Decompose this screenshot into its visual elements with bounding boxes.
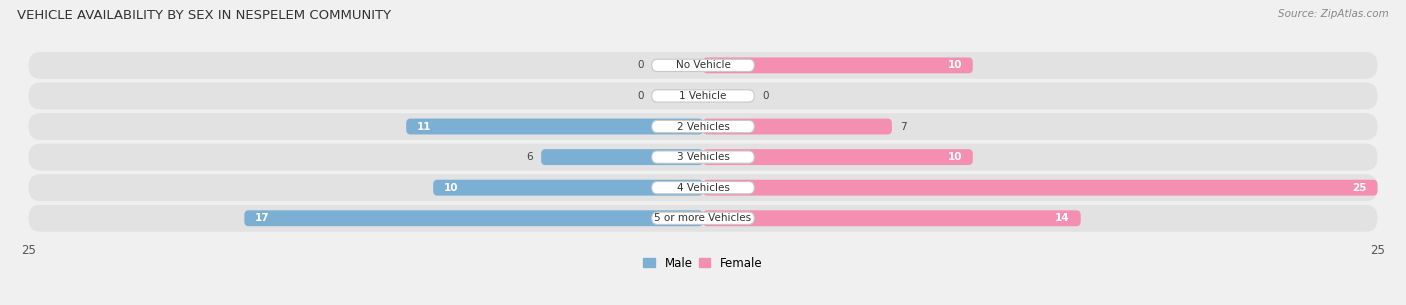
- Text: 25: 25: [1353, 183, 1367, 193]
- Text: 10: 10: [444, 183, 458, 193]
- Text: Source: ZipAtlas.com: Source: ZipAtlas.com: [1278, 9, 1389, 19]
- FancyBboxPatch shape: [703, 180, 1378, 196]
- FancyBboxPatch shape: [703, 210, 1081, 226]
- FancyBboxPatch shape: [28, 144, 1378, 170]
- FancyBboxPatch shape: [28, 52, 1378, 79]
- FancyBboxPatch shape: [703, 119, 891, 135]
- Text: 17: 17: [254, 213, 270, 223]
- FancyBboxPatch shape: [703, 149, 973, 165]
- Text: 14: 14: [1056, 213, 1070, 223]
- FancyBboxPatch shape: [406, 119, 703, 135]
- Text: 0: 0: [762, 91, 769, 101]
- FancyBboxPatch shape: [652, 120, 754, 133]
- FancyBboxPatch shape: [541, 149, 703, 165]
- FancyBboxPatch shape: [652, 59, 754, 71]
- Text: 11: 11: [418, 121, 432, 131]
- FancyBboxPatch shape: [652, 90, 754, 102]
- Text: 1 Vehicle: 1 Vehicle: [679, 91, 727, 101]
- Text: 7: 7: [900, 121, 907, 131]
- FancyBboxPatch shape: [652, 181, 754, 194]
- Text: No Vehicle: No Vehicle: [675, 60, 731, 70]
- FancyBboxPatch shape: [652, 151, 754, 163]
- FancyBboxPatch shape: [433, 180, 703, 196]
- Text: 0: 0: [637, 60, 644, 70]
- Text: VEHICLE AVAILABILITY BY SEX IN NESPELEM COMMUNITY: VEHICLE AVAILABILITY BY SEX IN NESPELEM …: [17, 9, 391, 22]
- FancyBboxPatch shape: [652, 212, 754, 224]
- FancyBboxPatch shape: [28, 113, 1378, 140]
- Text: 5 or more Vehicles: 5 or more Vehicles: [654, 213, 752, 223]
- Text: 2 Vehicles: 2 Vehicles: [676, 121, 730, 131]
- FancyBboxPatch shape: [28, 174, 1378, 201]
- Text: 10: 10: [948, 60, 962, 70]
- Legend: Male, Female: Male, Female: [638, 252, 768, 274]
- Text: 0: 0: [637, 91, 644, 101]
- FancyBboxPatch shape: [28, 205, 1378, 232]
- FancyBboxPatch shape: [245, 210, 703, 226]
- FancyBboxPatch shape: [703, 57, 973, 73]
- Text: 10: 10: [948, 152, 962, 162]
- Text: 6: 6: [526, 152, 533, 162]
- Text: 3 Vehicles: 3 Vehicles: [676, 152, 730, 162]
- FancyBboxPatch shape: [28, 82, 1378, 109]
- Text: 4 Vehicles: 4 Vehicles: [676, 183, 730, 193]
